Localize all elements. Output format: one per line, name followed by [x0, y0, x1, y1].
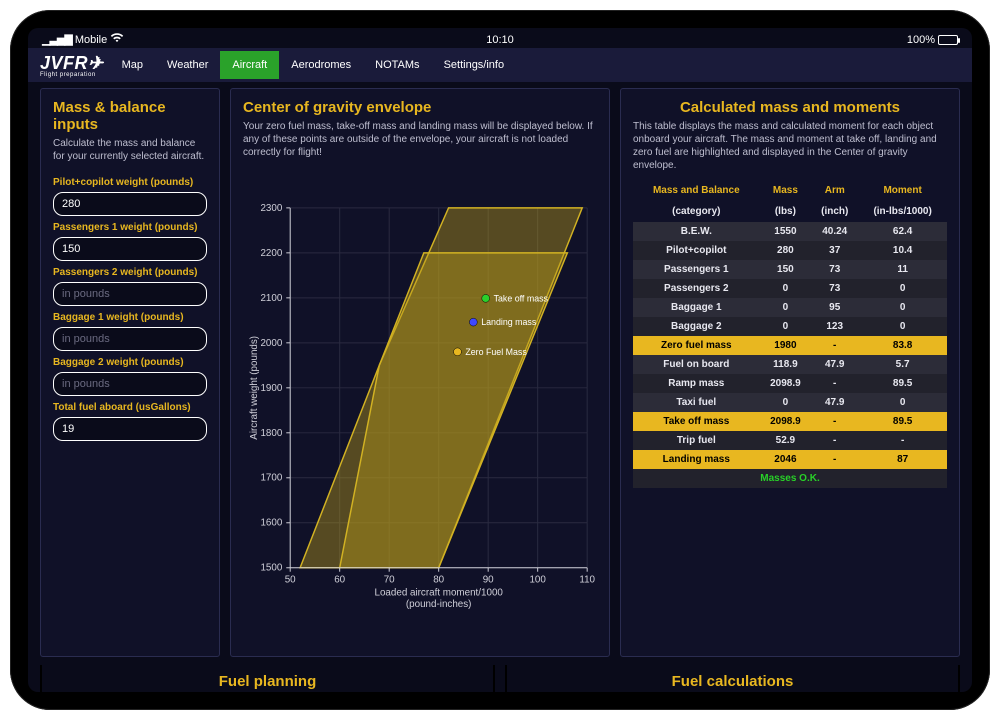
field-label: Passengers 2 weight (pounds) — [53, 267, 207, 279]
status-right: 100% — [907, 34, 958, 46]
battery-icon — [938, 35, 958, 45]
input-fields: Pilot+copilot weight (pounds) Passengers … — [53, 171, 207, 441]
svg-text:2200: 2200 — [260, 248, 282, 259]
carrier-label: Mobile — [75, 34, 107, 46]
field-label: Baggage 2 weight (pounds) — [53, 357, 207, 369]
th-sub-arm: (inch) — [811, 201, 858, 222]
table-row: Baggage 201230 — [633, 317, 947, 336]
footer-right[interactable]: Fuel calculations — [505, 665, 960, 692]
nav-item-map[interactable]: Map — [110, 51, 155, 79]
field-input-1[interactable] — [53, 237, 207, 261]
table-row: Take off mass2098.9-89.5 — [633, 412, 947, 431]
svg-text:70: 70 — [384, 575, 395, 586]
svg-text:1500: 1500 — [260, 563, 282, 574]
svg-text:80: 80 — [433, 575, 444, 586]
table-row-status: Masses O.K. — [633, 469, 947, 488]
navbar: JVFR✈ Flight preparation MapWeatherAircr… — [28, 48, 972, 82]
inputs-desc: Calculate the mass and balance for your … — [53, 137, 207, 163]
envelope-title: Center of gravity envelope — [243, 99, 597, 116]
svg-text:100: 100 — [529, 575, 546, 586]
tablet-frame: ▁▃▅▇ Mobile 10:10 100% JVFR✈ Flight prep… — [10, 10, 990, 710]
signal-bars-icon: ▁▃▅▇ — [42, 33, 72, 46]
th-sub-mass: (lbs) — [760, 201, 812, 222]
svg-text:(pound-inches): (pound-inches) — [406, 599, 472, 610]
field-label: Passengers 1 weight (pounds) — [53, 222, 207, 234]
field-label: Baggage 1 weight (pounds) — [53, 312, 207, 324]
svg-text:Landing mass: Landing mass — [481, 317, 537, 327]
svg-text:60: 60 — [334, 575, 345, 586]
logo-sub: Flight preparation — [40, 72, 104, 78]
field-input-5[interactable] — [53, 417, 207, 441]
nav-item-settings-info[interactable]: Settings/info — [432, 51, 517, 79]
table-row: Baggage 10950 — [633, 298, 947, 317]
logo[interactable]: JVFR✈ Flight preparation — [38, 53, 110, 78]
svg-text:1800: 1800 — [260, 428, 282, 439]
field-label: Pilot+copilot weight (pounds) — [53, 177, 207, 189]
wifi-icon — [110, 33, 124, 46]
svg-text:Zero Fuel Mass: Zero Fuel Mass — [465, 347, 527, 357]
envelope-panel: Center of gravity envelope Your zero fue… — [230, 88, 610, 657]
svg-text:1700: 1700 — [260, 473, 282, 484]
main-content: Mass & balance inputs Calculate the mass… — [28, 82, 972, 657]
chart-wrap: 50 60 70 80 90 100 110 1500 1600 1700 1800 1900 2000… — [243, 167, 597, 646]
th-sub-moment: (in-lbs/1000) — [858, 201, 947, 222]
mass-table: Mass and Balance Mass Arm Moment (catego… — [633, 180, 947, 488]
table-row: Fuel on board118.947.95.7 — [633, 355, 947, 374]
svg-text:2000: 2000 — [260, 338, 282, 349]
battery-pct: 100% — [907, 34, 935, 46]
svg-text:Take off mass: Take off mass — [494, 293, 549, 303]
inputs-panel: Mass & balance inputs Calculate the mass… — [40, 88, 220, 657]
nav-item-aerodromes[interactable]: Aerodromes — [279, 51, 363, 79]
table-row: Ramp mass2098.9-89.5 — [633, 374, 947, 393]
footer: Fuel planning Fuel calculations — [28, 657, 972, 692]
field-input-0[interactable] — [53, 192, 207, 216]
table-panel: Calculated mass and moments This table d… — [620, 88, 960, 657]
table-row: Passengers 20730 — [633, 279, 947, 298]
field-input-4[interactable] — [53, 372, 207, 396]
svg-text:50: 50 — [285, 575, 296, 586]
nav-item-notams[interactable]: NOTAMs — [363, 51, 431, 79]
svg-text:1600: 1600 — [260, 518, 282, 529]
table-row: Trip fuel52.9-- — [633, 431, 947, 450]
th-arm: Arm — [811, 180, 858, 201]
table-row: Landing mass2046-87 — [633, 450, 947, 469]
status-left: ▁▃▅▇ Mobile — [42, 33, 124, 46]
th-cat: Mass and Balance — [633, 180, 760, 201]
nav-items: MapWeatherAircraftAerodromesNOTAMsSettin… — [110, 51, 517, 79]
table-row: Passengers 11507311 — [633, 260, 947, 279]
table-row: Taxi fuel047.90 — [633, 393, 947, 412]
field-input-2[interactable] — [53, 282, 207, 306]
nav-item-aircraft[interactable]: Aircraft — [220, 51, 279, 79]
table-row: Pilot+copilot2803710.4 — [633, 241, 947, 260]
inputs-title: Mass & balance inputs — [53, 99, 207, 133]
screen: ▁▃▅▇ Mobile 10:10 100% JVFR✈ Flight prep… — [28, 28, 972, 692]
table-row: Zero fuel mass1980-83.8 — [633, 336, 947, 355]
envelope-desc: Your zero fuel mass, take-off mass and l… — [243, 120, 597, 159]
svg-text:Aircraft weight (pounds): Aircraft weight (pounds) — [249, 336, 260, 440]
svg-text:110: 110 — [579, 575, 595, 586]
status-time: 10:10 — [486, 34, 514, 46]
footer-left[interactable]: Fuel planning — [40, 665, 495, 692]
cg-chart: 50 60 70 80 90 100 110 1500 1600 1700 1800 1900 2000… — [243, 167, 597, 646]
table-title: Calculated mass and moments — [633, 99, 947, 116]
table-row: B.E.W.155040.2462.4 — [633, 222, 947, 241]
th-moment: Moment — [858, 180, 947, 201]
svg-text:Loaded aircraft moment/1000: Loaded aircraft moment/1000 — [374, 587, 503, 598]
field-label: Total fuel aboard (usGallons) — [53, 402, 207, 414]
plane-icon: ✈ — [88, 53, 104, 73]
th-sub-cat: (category) — [633, 201, 760, 222]
svg-text:90: 90 — [483, 575, 494, 586]
footer-left-title: Fuel planning — [42, 673, 493, 690]
th-mass: Mass — [760, 180, 812, 201]
footer-right-title: Fuel calculations — [507, 673, 958, 690]
svg-text:1900: 1900 — [260, 383, 282, 394]
svg-text:2300: 2300 — [260, 203, 282, 214]
table-desc: This table displays the mass and calcula… — [633, 120, 947, 172]
svg-text:2100: 2100 — [260, 293, 282, 304]
nav-item-weather[interactable]: Weather — [155, 51, 220, 79]
status-bar: ▁▃▅▇ Mobile 10:10 100% — [28, 28, 972, 48]
logo-main: JVFR — [40, 53, 88, 73]
field-input-3[interactable] — [53, 327, 207, 351]
